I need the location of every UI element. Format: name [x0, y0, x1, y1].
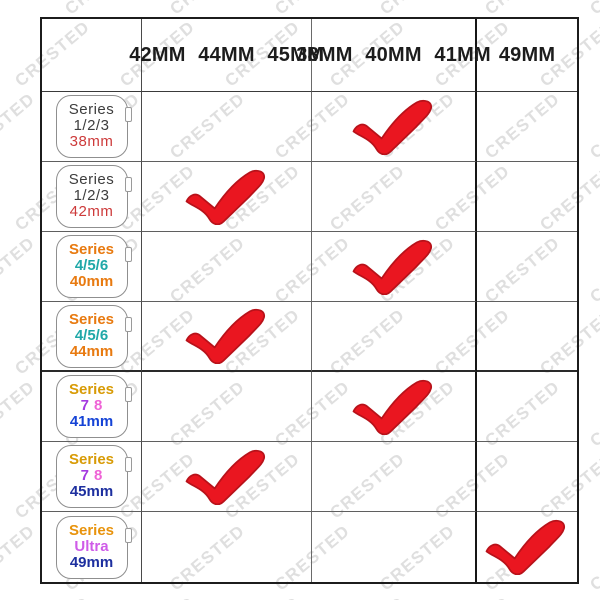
watermark-text: CRESTED: [586, 376, 600, 451]
watermark-text: CRESTED: [586, 0, 600, 19]
watch-side-button: [124, 387, 132, 402]
checkmark-icon: [485, 519, 566, 575]
compat-cell: [312, 372, 477, 442]
row-label-cell: Series 1/2/3 42mm: [42, 162, 142, 232]
badge-series-text: Series: [68, 171, 115, 188]
compat-cell: [477, 92, 577, 162]
header-empty-cell: [42, 19, 142, 92]
compat-cell: [312, 302, 477, 372]
compat-cell: [312, 162, 477, 232]
header-label-42-44-45: 42MM 44MM 45MM: [129, 43, 324, 66]
compat-cell: [477, 442, 577, 512]
badge-series-text: Series: [68, 241, 115, 258]
watermark-text: CRESTED: [0, 0, 39, 19]
compat-cell: [312, 442, 477, 512]
watch-side-button: [124, 177, 132, 192]
watermark-text: CRESTED: [586, 88, 600, 163]
badge-size-text: 41mm: [69, 413, 114, 430]
badge-size-text: 38mm: [69, 133, 114, 150]
badge-size-text: 45mm: [69, 483, 114, 500]
header-col-49: 49MM: [477, 19, 577, 92]
size-compatibility-table: 42MM 44MM 45MM 38MM 40MM 41MM 49MM Serie…: [40, 17, 579, 584]
watermark-text: CRESTED: [116, 593, 199, 600]
badge-series-text: Series: [68, 381, 115, 398]
watch-side-button: [124, 316, 132, 332]
watch-side-button: [124, 107, 132, 122]
watermark-text: CRESTED: [0, 232, 39, 307]
badge-size-text: 40mm: [69, 273, 114, 290]
row-label-cell: Series Ultra 49mm: [42, 512, 142, 582]
watermark-text: CRESTED: [0, 520, 39, 595]
row-label-cell: Series 4/5/6 44mm: [42, 302, 142, 372]
compat-cell: [142, 512, 312, 582]
badge-series-text: Series: [68, 451, 115, 468]
row-label-cell: Series 1/2/3 38mm: [42, 92, 142, 162]
compat-cell: [477, 512, 577, 582]
badge-size-text: 44mm: [69, 342, 114, 360]
watermark-text: CRESTED: [11, 593, 94, 600]
watermark-text: CRESTED: [536, 593, 600, 600]
compat-cell: [142, 162, 312, 232]
watch-badge-series456-44mm: Series 4/5/6 44mm: [55, 304, 132, 368]
badge-series-text: Series: [68, 101, 115, 118]
badge-model-text: 4/5/6: [74, 326, 109, 344]
watch-side-button: [124, 457, 132, 472]
checkmark-icon: [185, 308, 265, 364]
compat-cell: [312, 232, 477, 302]
checkmark-icon: [185, 169, 265, 225]
badge-size-text: 49mm: [69, 553, 114, 571]
header-col-38-40-41: 38MM 40MM 41MM: [296, 19, 491, 92]
watermark-text: CRESTED: [326, 593, 409, 600]
header-col-42-44-45: 42MM 44MM 45MM: [129, 19, 324, 92]
watch-side-button: [124, 247, 132, 262]
watermark-text: CRESTED: [586, 520, 600, 595]
checkmark-icon: [352, 99, 432, 155]
watch-badge-series123-38mm: Series 1/2/3 38mm: [55, 95, 132, 158]
compat-cell: [312, 512, 477, 582]
checkmark-icon: [352, 379, 432, 435]
watermark-text: CRESTED: [0, 88, 39, 163]
checkmark-icon: [352, 239, 432, 295]
compat-cell: [142, 232, 312, 302]
header-label-38-40-41: 38MM 40MM 41MM: [296, 43, 491, 66]
checkmark-icon: [185, 449, 265, 505]
watch-badge-ultra-49mm: Series Ultra 49mm: [55, 515, 132, 579]
compat-cell: [477, 162, 577, 232]
watermark-text: CRESTED: [586, 232, 600, 307]
compat-cell: [142, 372, 312, 442]
badge-model-text: 4/5/6: [74, 257, 109, 274]
compat-cell: [142, 302, 312, 372]
compat-cell: [477, 232, 577, 302]
watch-badge-series456-40mm: Series 4/5/6 40mm: [55, 235, 132, 298]
compat-cell: [477, 302, 577, 372]
watermark-text: CRESTED: [221, 593, 304, 600]
badge-model-text: Ultra: [74, 537, 109, 555]
compat-cell: [142, 92, 312, 162]
watch-side-button: [124, 527, 132, 543]
header-label-49: 49MM: [498, 43, 556, 66]
watermark-text: CRESTED: [431, 593, 514, 600]
badge-size-text: 42mm: [69, 203, 114, 220]
badge-model-text: 1/2/3: [73, 117, 110, 134]
watch-badge-series123-42mm: Series 1/2/3 42mm: [55, 165, 132, 228]
watermark-text: CRESTED: [0, 376, 39, 451]
compat-cell: [142, 442, 312, 512]
badge-series-text: Series: [68, 310, 115, 328]
compat-cell: [312, 92, 477, 162]
compat-cell: [477, 372, 577, 442]
badge-model-text: 1/2/3: [73, 187, 110, 204]
row-label-cell: Series 4/5/6 40mm: [42, 232, 142, 302]
badge-series-text: Series: [68, 521, 115, 539]
